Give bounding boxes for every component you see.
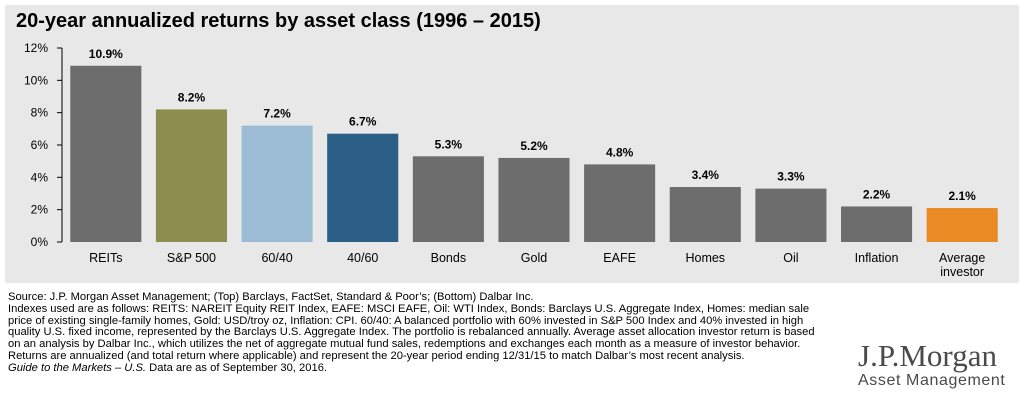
bars: [70, 65, 998, 243]
guide-date: Data are as of September 30, 2016.: [146, 361, 328, 374]
value-label: 4.8%: [606, 145, 634, 159]
value-labels: 10.9% 8.2% 7.2% 6.7% 5.3% 5.2% 4.8% 3.4% 3.3% 2.2…: [89, 47, 976, 203]
logo-subtitle: Asset Management: [858, 372, 1006, 389]
value-label: 3.4%: [692, 168, 720, 182]
value-label: 7.2%: [263, 107, 291, 121]
source-note: Source: J.P. Morgan Asset Management; (T…: [8, 291, 534, 303]
value-label: 2.2%: [863, 187, 891, 201]
y-axis: 0% 2% 4% 6% 8% 10% 12%: [24, 41, 63, 249]
y-tick-label: 4%: [31, 170, 49, 184]
indexes-note: Indexes used are as follows: REITS: NARE…: [8, 302, 815, 362]
x-tick-label: Oil: [783, 251, 798, 265]
bar: [241, 125, 313, 242]
x-tick-label: investor: [940, 265, 984, 279]
x-tick-label: Bonds: [431, 251, 466, 265]
guide-title: Guide to the Markets – U.S.: [8, 361, 147, 374]
jpmorgan-logo: J.P.Morgan Asset Management: [858, 340, 1018, 390]
footnotes: Source: J.P. Morgan Asset Management; (T…: [8, 291, 828, 375]
value-label: 5.2%: [520, 139, 548, 153]
bar: [584, 164, 656, 242]
bar-chart: 0% 2% 4% 6% 8% 10% 12% 10.9% 8.2% 7.2% 6.7% 5.3% 5.…: [24, 41, 998, 279]
value-label: 8.2%: [178, 90, 206, 104]
y-tick-label: 8%: [31, 106, 49, 120]
bar: [412, 156, 484, 242]
y-tick-label: 10%: [24, 73, 48, 87]
chart-title: 20-year annualized returns by asset clas…: [16, 10, 541, 32]
y-tick-label: 12%: [24, 41, 48, 55]
bar: [70, 65, 142, 243]
x-tick-label: EAFE: [603, 251, 636, 265]
bar: [327, 133, 399, 242]
y-tick-label: 0%: [31, 235, 49, 249]
x-tick-label: Inflation: [855, 251, 899, 265]
bar: [755, 188, 827, 242]
bar: [926, 208, 998, 242]
value-label: 10.9%: [89, 47, 123, 61]
value-label: 5.3%: [435, 137, 463, 151]
x-tick-label: S&P 500: [167, 251, 216, 265]
x-tick-label: Average: [939, 251, 985, 265]
x-tick-label: Gold: [521, 251, 547, 265]
value-label: 6.7%: [349, 115, 377, 129]
bar: [841, 206, 913, 242]
guide-note: Guide to the Markets – U.S. Data are as …: [8, 361, 828, 375]
x-axis-labels: REITs S&P 500 60/40 40/60 Bonds Gold EAFE Homes…: [89, 251, 985, 279]
bar: [155, 109, 227, 242]
bar: [498, 157, 570, 242]
bar: [669, 187, 741, 242]
y-tick-label: 6%: [31, 138, 49, 152]
value-label: 2.1%: [949, 189, 977, 203]
value-label: 3.3%: [777, 170, 805, 184]
logo-brand: J.P.Morgan: [858, 338, 997, 373]
x-tick-label: 40/60: [347, 251, 378, 265]
x-tick-label: Homes: [685, 251, 725, 265]
x-tick-label: 60/40: [261, 251, 292, 265]
y-tick-label: 2%: [31, 203, 49, 217]
x-tick-label: REITs: [89, 251, 122, 265]
